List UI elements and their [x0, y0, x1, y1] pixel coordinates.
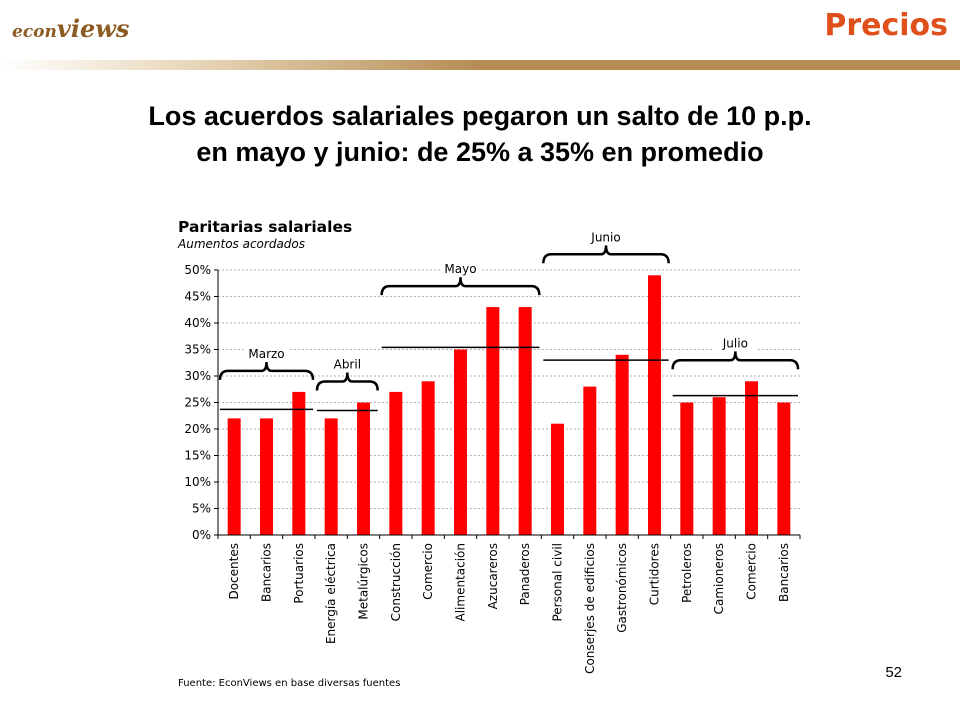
- group-brace: [542, 245, 670, 264]
- bar: [454, 349, 467, 535]
- gridlines: [218, 269, 800, 509]
- header-divider: [0, 60, 960, 70]
- group-brace: [218, 361, 315, 380]
- category-label: Docentes: [227, 543, 241, 600]
- category-label: Energía eléctrica: [324, 543, 338, 644]
- category-label: Portuarios: [292, 543, 306, 604]
- section-title: Precios: [824, 8, 948, 43]
- bar: [615, 354, 629, 535]
- y-tick-label: 10%: [184, 475, 211, 489]
- headline-line-1: Los acuerdos salariales pegaron un salto…: [148, 101, 812, 131]
- bar: [680, 402, 694, 535]
- group-brace: [315, 372, 379, 391]
- bar: [357, 402, 370, 535]
- y-tick-label: 15%: [184, 449, 211, 463]
- group-label: Mayo: [444, 262, 476, 276]
- bar: [518, 307, 532, 535]
- y-tick-label: 35%: [184, 343, 211, 357]
- bar: [324, 418, 338, 535]
- category-label: Metalúrgicos: [357, 543, 371, 620]
- category-label: Comercio: [745, 543, 759, 600]
- group-label: Abril: [334, 358, 361, 372]
- bar: [260, 418, 273, 535]
- bar: [648, 275, 661, 535]
- category-label: Panaderos: [518, 543, 532, 605]
- group-label: Julio: [722, 336, 748, 350]
- category-label: Azucareros: [486, 543, 500, 609]
- y-tick-label: 50%: [184, 263, 211, 277]
- group-label-background: [324, 356, 371, 373]
- group-label-background: [583, 229, 629, 246]
- category-label: Bancarios: [260, 543, 274, 602]
- bar: [583, 386, 597, 535]
- y-axis: 0% 5% 10% 15% 20% 25% 30% 35% 40% 45% 50%: [184, 263, 219, 542]
- bar: [421, 381, 435, 535]
- group-label-background: [441, 261, 480, 278]
- category-label: Bancarios: [777, 543, 791, 602]
- group-brace: [671, 351, 800, 370]
- page-number: 52: [885, 664, 902, 681]
- bar: [712, 397, 726, 535]
- y-tick-label: 40%: [184, 316, 211, 330]
- bar: [745, 381, 758, 535]
- bar: [486, 307, 500, 535]
- slide-headline: Los acuerdos salariales pegaron un salto…: [0, 98, 960, 170]
- y-tick-label: 45%: [184, 290, 211, 304]
- bar: [292, 391, 306, 535]
- category-label: Alimentación: [454, 543, 468, 622]
- category-label: Conserjes de edificios: [583, 543, 597, 674]
- category-label: Construcción: [389, 543, 403, 621]
- group-brace: [380, 277, 541, 296]
- group-average-lines: [220, 346, 798, 412]
- logo-prefix: econ: [12, 22, 57, 42]
- logo-suffix: views: [56, 14, 130, 43]
- category-label: Curtidores: [648, 543, 662, 605]
- category-label: Personal civil: [551, 543, 565, 622]
- bar: [389, 391, 403, 535]
- group-label-background: [712, 335, 759, 352]
- y-tick-label: 30%: [184, 369, 211, 383]
- y-tick-label: 5%: [192, 502, 211, 516]
- bar: [777, 402, 791, 535]
- group-braces: Marzo Abril Mayo Junio Julio: [218, 229, 800, 391]
- category-label: Comercio: [421, 543, 435, 600]
- y-tick-label: 20%: [184, 422, 211, 436]
- category-label: Petroleros: [680, 543, 694, 603]
- bar: [551, 423, 564, 535]
- bars: [227, 275, 791, 535]
- y-tick-label: 0%: [192, 528, 211, 542]
- group-label-background: [243, 345, 290, 362]
- bar: [227, 418, 241, 535]
- y-tick-label: 25%: [184, 396, 211, 410]
- group-label: Junio: [590, 230, 620, 244]
- group-label: Marzo: [248, 347, 284, 361]
- headline-line-2: en mayo y junio: de 25% a 35% en promedi…: [196, 137, 764, 167]
- chart-subtitle: Aumentos acordados: [177, 237, 305, 251]
- category-label: Camioneros: [712, 543, 726, 614]
- chart-source: Fuente: EconViews en base diversas fuent…: [178, 678, 400, 689]
- category-label: Gastronómicos: [615, 543, 629, 633]
- chart-title: Paritarias salariales: [178, 218, 352, 236]
- x-axis: Docentes Bancarios Portuarios Energía eléct…: [217, 534, 801, 674]
- econviews-logo: econviews: [12, 14, 129, 43]
